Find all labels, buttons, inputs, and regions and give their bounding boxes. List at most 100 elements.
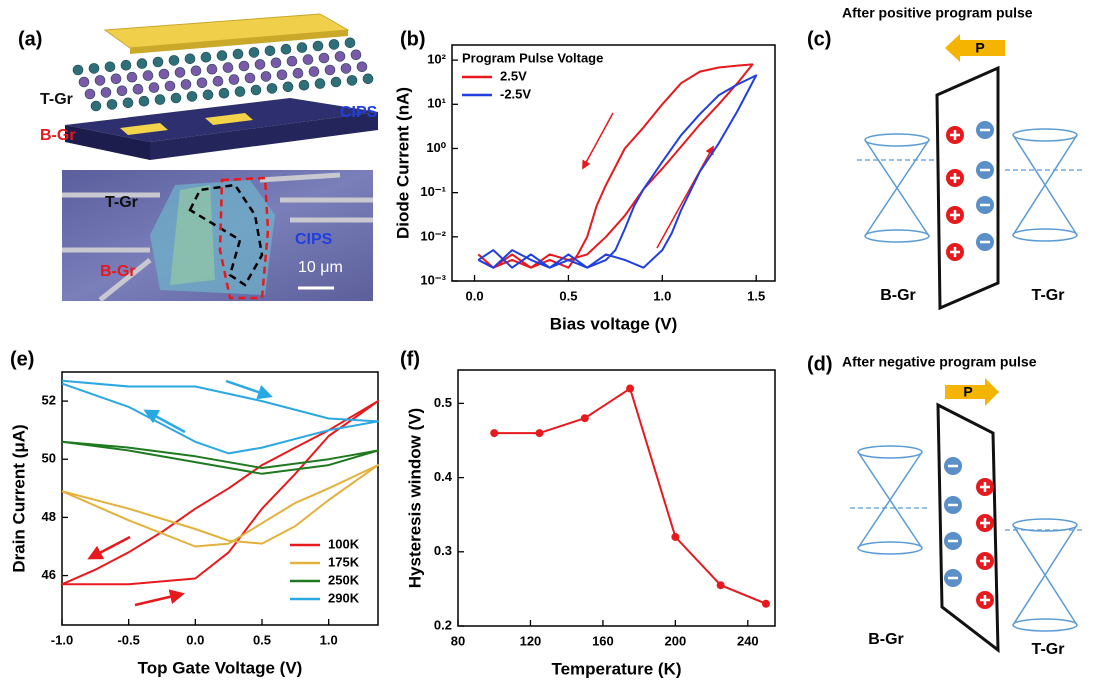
- sweep-arrow: [657, 147, 713, 248]
- ferroelectric: [937, 68, 998, 308]
- atom: [345, 38, 355, 48]
- data-point: [717, 581, 725, 589]
- panel-label: (f): [400, 348, 420, 370]
- atom: [169, 55, 179, 65]
- x-tick-label: 1.0: [653, 288, 671, 303]
- scale-label: 10 μm: [298, 259, 343, 276]
- y-tick-label: 46: [42, 567, 56, 582]
- legend-label: 250K: [328, 572, 360, 587]
- dirac-cone: [858, 446, 922, 458]
- atom: [197, 78, 207, 88]
- atom: [139, 96, 149, 106]
- sweep-arrow: [135, 594, 182, 605]
- figure: (a) T-Gr B-Gr CIPS T-Gr CIPS B-Gr 10 μm …: [0, 0, 1098, 680]
- y-axis-title: Diode Current (nA): [393, 87, 412, 239]
- atom: [235, 87, 245, 97]
- atom: [91, 101, 101, 111]
- dirac-cone: [1013, 525, 1077, 625]
- x-tick-label: 1.0: [320, 632, 338, 647]
- atom: [245, 73, 255, 83]
- y-tick-label: 10⁻³: [420, 272, 446, 287]
- crystal-layers: [73, 38, 373, 111]
- atom: [239, 61, 249, 71]
- y-tick-label: 10⁻²: [420, 228, 446, 243]
- y-tick-label: 0.2: [434, 617, 452, 632]
- x-tick-label: 200: [665, 633, 687, 648]
- panel-label: (a): [18, 28, 42, 50]
- atom: [267, 83, 277, 93]
- electrode-label: T-Gr: [1032, 641, 1065, 658]
- y-tick-label: 50: [42, 451, 56, 466]
- atom: [133, 84, 143, 94]
- atom: [347, 75, 357, 85]
- atom: [319, 53, 329, 63]
- atom: [281, 44, 291, 54]
- atom: [329, 39, 339, 49]
- atom: [331, 77, 341, 87]
- x-tick-label: 0.5: [253, 632, 271, 647]
- legend-label: 175K: [328, 554, 360, 569]
- atom: [111, 74, 121, 84]
- legend-label: 100K: [328, 536, 360, 551]
- atom: [159, 69, 169, 79]
- data-point: [490, 429, 498, 437]
- atom: [233, 49, 243, 59]
- atom: [309, 67, 319, 77]
- series-line: [62, 442, 378, 474]
- data-point: [671, 533, 679, 541]
- x-axis-title: Top Gate Voltage (V): [138, 658, 303, 677]
- atom: [299, 80, 309, 90]
- atom: [203, 90, 213, 100]
- data-point: [762, 600, 770, 608]
- y-tick-label: 10¹: [427, 96, 446, 111]
- diagram-title: After negative program pulse: [842, 354, 1037, 370]
- dirac-cone: [858, 542, 922, 554]
- atom: [271, 58, 281, 68]
- diagram-title: After positive program pulse: [842, 5, 1033, 21]
- atom: [313, 41, 323, 51]
- atom: [137, 59, 147, 69]
- series-line: [62, 381, 378, 454]
- atom: [277, 70, 287, 80]
- atom: [187, 91, 197, 101]
- x-tick-label: 80: [451, 633, 465, 648]
- dirac-cone: [858, 452, 922, 548]
- panel-label: (e): [10, 348, 34, 370]
- y-tick-label: 10⁻¹: [420, 184, 446, 199]
- panel-label: (b): [400, 28, 426, 50]
- atom: [181, 79, 191, 89]
- x-tick-label: 120: [520, 633, 542, 648]
- electrode-label: B-Gr: [880, 287, 916, 304]
- electrode-label: T-Gr: [1032, 287, 1065, 304]
- x-tick-label: 160: [592, 633, 614, 648]
- x-tick-label: 240: [737, 633, 759, 648]
- legend-title: Program Pulse Voltage: [462, 50, 603, 65]
- y-tick-label: 10⁰: [426, 140, 446, 155]
- x-axis-title: Bias voltage (V): [550, 314, 678, 333]
- layer-label: CIPS: [340, 104, 378, 121]
- legend-label: 2.5V: [500, 68, 527, 83]
- atom: [213, 76, 223, 86]
- atom: [219, 88, 229, 98]
- data-point: [626, 385, 634, 393]
- dirac-cone: [1013, 519, 1077, 531]
- arrow-label: P: [963, 384, 972, 400]
- x-tick-label: 0.5: [559, 288, 577, 303]
- atom: [171, 93, 181, 103]
- atom: [287, 56, 297, 66]
- y-tick-label: 48: [42, 509, 56, 524]
- atom: [175, 67, 185, 77]
- y-tick-label: 0.3: [434, 543, 452, 558]
- sweep-arrow: [583, 113, 613, 168]
- atom: [107, 99, 117, 109]
- arrow-label: P: [975, 40, 984, 56]
- atom: [149, 83, 159, 93]
- atom: [223, 63, 233, 73]
- layer-label: B-Gr: [40, 127, 76, 144]
- electrode-label: B-Gr: [868, 631, 904, 648]
- series-line: [62, 465, 378, 546]
- dirac-cone: [1013, 129, 1077, 141]
- sweep-arrow: [146, 411, 185, 432]
- atom: [251, 85, 261, 95]
- x-tick-label: -0.5: [117, 632, 139, 647]
